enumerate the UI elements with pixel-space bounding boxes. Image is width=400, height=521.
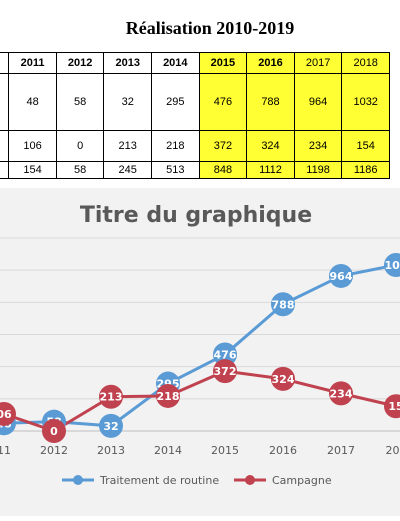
chart-area: Titre du graphique 485832295476788964103… (0, 188, 400, 516)
year-header: 2015 (199, 53, 247, 74)
table-cell: 154 (342, 131, 390, 162)
table-cell: 234 (294, 131, 342, 162)
x-tick-label: 11 (0, 444, 11, 457)
data-label: 788 (272, 298, 295, 311)
table-cell: 106 (9, 131, 57, 162)
legend: Traitement de routine Campagne (62, 474, 332, 487)
series-points: 4858322954767889641030602132183723242341… (0, 253, 400, 443)
data-label: 15 (388, 400, 400, 413)
x-tick-label: 2017 (327, 444, 355, 457)
data-label: 32 (103, 420, 118, 433)
table-cell: 788 (247, 74, 295, 131)
year-header: 2018 (342, 53, 390, 74)
legend-marker (245, 475, 255, 485)
table-cell: 218 (152, 131, 200, 162)
realisation-table: 2011 2012 2013 2014 2015 2016 2017 2018 … (0, 52, 390, 179)
year-header: 2017 (294, 53, 342, 74)
data-label: 213 (100, 391, 123, 404)
year-header: 2012 (56, 53, 104, 74)
data-label: 964 (330, 270, 353, 283)
table-row: 48 58 32 295 476 788 964 1032 (0, 74, 390, 131)
table-cell: 848 (199, 162, 247, 179)
x-tick-label: 2015 (211, 444, 239, 457)
legend-label: Traitement de routine (99, 474, 219, 487)
table-cell: 964 (294, 74, 342, 131)
table-cell: 48 (9, 74, 57, 131)
table-cell: 58 (56, 74, 104, 131)
table-corner-cell (0, 53, 9, 74)
table-cell: 1198 (294, 162, 342, 179)
x-tick-label: 201 (386, 444, 400, 457)
year-header: 2013 (104, 53, 152, 74)
table-cell: 58 (56, 162, 104, 179)
series-lines (4, 265, 396, 431)
table-header-area: Réalisation 2010-2019 (0, 0, 400, 50)
table-cell: 245 (104, 162, 152, 179)
row-label-cell (0, 162, 9, 179)
table-row: 154 58 245 513 848 1112 1198 1186 (0, 162, 390, 179)
data-label: 103 (385, 259, 400, 272)
row-label-cell (0, 74, 9, 131)
x-tick-label: 2016 (269, 444, 297, 457)
table-row: 106 0 213 218 372 324 234 154 (0, 131, 390, 162)
table-cell: 372 (199, 131, 247, 162)
line-chart: Titre du graphique 485832295476788964103… (0, 188, 400, 516)
table-header-row: 2011 2012 2013 2014 2015 2016 2017 2018 (0, 53, 390, 74)
table-title: Réalisation 2010-2019 (0, 18, 400, 39)
table-cell: 476 (199, 74, 247, 131)
table-cell: 295 (152, 74, 200, 131)
legend-marker (73, 475, 83, 485)
x-tick-labels: 11 2012 2013 2014 2015 2016 2017 201 (0, 444, 400, 457)
table-cell: 1186 (342, 162, 390, 179)
data-label: 234 (330, 387, 353, 400)
x-tick-label: 2013 (97, 444, 125, 457)
x-tick-label: 2012 (40, 444, 68, 457)
x-tick-label: 2014 (154, 444, 182, 457)
data-label: 218 (157, 390, 180, 403)
data-label: 324 (272, 373, 295, 386)
table-cell: 154 (9, 162, 57, 179)
data-label: 06 (0, 408, 12, 421)
year-header: 2011 (9, 53, 57, 74)
table-cell: 32 (104, 74, 152, 131)
chart-title: Titre du graphique (80, 203, 312, 228)
table-cell: 1032 (342, 74, 390, 131)
legend-label: Campagne (272, 474, 332, 487)
year-header: 2014 (152, 53, 200, 74)
table-cell: 324 (247, 131, 295, 162)
table-cell: 213 (104, 131, 152, 162)
table-cell: 0 (56, 131, 104, 162)
data-label: 372 (214, 365, 237, 378)
year-header: 2016 (247, 53, 295, 74)
table-cell: 1112 (247, 162, 295, 179)
data-label: 0 (50, 425, 58, 438)
row-label-cell (0, 131, 9, 162)
table-cell: 513 (152, 162, 200, 179)
